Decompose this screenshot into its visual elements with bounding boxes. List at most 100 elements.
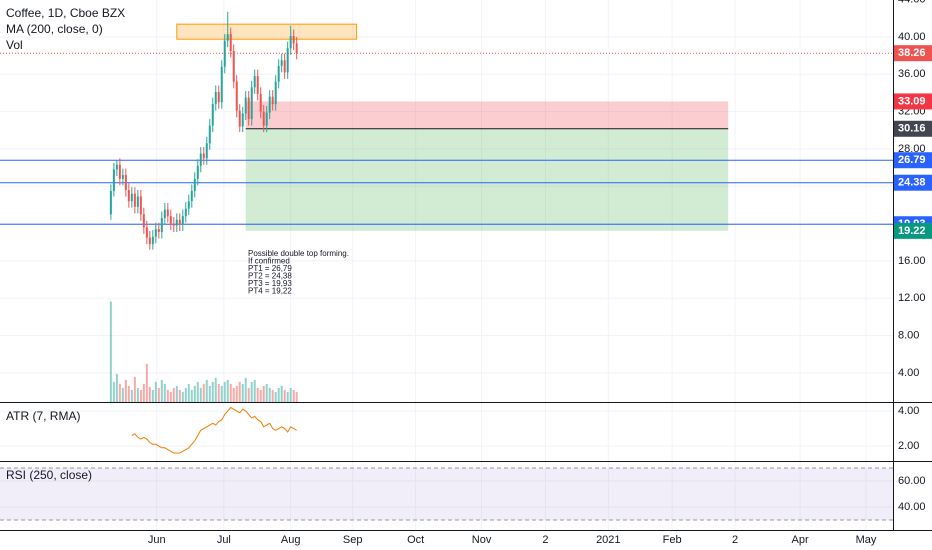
volume-bar xyxy=(175,385,178,402)
price-label: 26.79 xyxy=(898,154,926,166)
volume-bar xyxy=(295,391,298,402)
volume-bar xyxy=(136,387,139,402)
annotation: Possible double top forming. xyxy=(248,249,349,258)
volume-bar xyxy=(190,389,193,402)
chart-title: Coffee, 1D, Cboe BZX xyxy=(6,6,125,20)
candle-body xyxy=(166,209,169,217)
x-tick-label: Jul xyxy=(217,534,231,546)
candle-body xyxy=(232,50,235,82)
volume-bar xyxy=(148,386,151,402)
volume-bar xyxy=(217,383,220,402)
x-tick-label: Oct xyxy=(407,534,424,546)
volume-bar xyxy=(265,383,268,402)
y-tick-label: 40.00 xyxy=(898,31,926,43)
volume-bar xyxy=(211,381,214,402)
candle-body xyxy=(280,60,283,66)
x-tick-label: 2 xyxy=(542,534,548,546)
volume-bar xyxy=(127,385,130,402)
candle-body xyxy=(145,227,148,238)
volume-bar xyxy=(154,381,157,402)
candle-body xyxy=(130,193,133,202)
candle-body xyxy=(115,164,118,170)
volume-bar xyxy=(181,391,184,402)
volume-bar xyxy=(193,385,196,402)
y-tick-label: 60.00 xyxy=(898,475,926,487)
candle-body xyxy=(295,43,298,54)
x-tick-label: May xyxy=(856,534,877,546)
candle-body xyxy=(112,169,115,191)
volume-bar xyxy=(250,381,253,402)
candle-body xyxy=(148,237,151,245)
volume-bar xyxy=(208,385,211,402)
volume-bar xyxy=(172,387,175,402)
candle-body xyxy=(139,196,142,215)
volume-bar xyxy=(235,385,238,402)
x-tick-label: 2 xyxy=(732,534,738,546)
volume-bar xyxy=(166,389,169,402)
volume-bar xyxy=(121,387,124,402)
candle-body xyxy=(274,81,277,105)
y-tick-label: 28.00 xyxy=(898,143,926,155)
volume-bar xyxy=(226,379,229,402)
volume-bar xyxy=(139,389,142,402)
volume-bar xyxy=(133,376,136,402)
volume-bar xyxy=(253,379,256,402)
y-tick-label: 16.00 xyxy=(898,255,926,267)
volume-bar xyxy=(118,383,121,402)
volume-bar xyxy=(292,389,295,402)
volume-bar xyxy=(178,389,181,402)
candle-body xyxy=(253,76,256,88)
y-tick-label: 4.00 xyxy=(898,405,919,417)
candle-body xyxy=(136,196,139,207)
candle-body xyxy=(286,48,289,73)
x-tick-label: Aug xyxy=(281,534,301,546)
volume-bar xyxy=(241,383,244,402)
volume-bar xyxy=(238,381,241,402)
volume-bar xyxy=(145,363,148,402)
rsi-title: RSI (250, close) xyxy=(6,468,92,482)
candle-body xyxy=(172,223,175,226)
price-label: 33.09 xyxy=(898,95,926,107)
volume-bar xyxy=(286,391,289,402)
rsi-band xyxy=(0,467,893,520)
candle-body xyxy=(292,36,295,44)
volume-bar xyxy=(277,387,280,402)
candle-body xyxy=(271,96,274,105)
price-label: 38.26 xyxy=(898,47,926,59)
candle-body xyxy=(175,219,178,226)
candle-body xyxy=(187,201,190,209)
annotation: PT3 = 19,93 xyxy=(248,279,292,288)
volume-bar xyxy=(244,377,247,402)
candle-body xyxy=(199,153,202,166)
atr-title: ATR (7, RMA) xyxy=(6,409,80,423)
price-label-bg xyxy=(894,152,932,169)
volume-bar xyxy=(256,387,259,402)
candle-body xyxy=(109,190,112,215)
candle-body xyxy=(226,34,229,41)
annotation: PT1 = 26,79 xyxy=(248,264,292,273)
candle-body xyxy=(160,217,163,232)
volume-bar xyxy=(112,381,115,402)
volume-bar xyxy=(289,387,292,402)
x-tick-label: Sep xyxy=(343,534,363,546)
candle-body xyxy=(289,36,292,49)
price-label-bg xyxy=(894,45,932,62)
volume-bar xyxy=(184,387,187,402)
x-tick-label: Jun xyxy=(148,534,166,546)
candle-body xyxy=(169,216,172,224)
volume-bar xyxy=(214,377,217,402)
atr-line xyxy=(131,406,297,454)
candle-body xyxy=(154,229,157,237)
candle-body xyxy=(220,66,223,103)
candle-body xyxy=(151,236,154,245)
y-tick-label: 44.00 xyxy=(898,0,926,6)
target-zone xyxy=(245,128,729,231)
volume-bar xyxy=(283,389,286,402)
volume-bar xyxy=(274,391,277,402)
candle-body xyxy=(235,81,238,111)
price-label: 19.22 xyxy=(898,225,926,237)
volume-bar xyxy=(271,389,274,402)
candle-body xyxy=(238,110,241,127)
candle-body xyxy=(157,229,160,232)
volume-bar xyxy=(157,387,160,402)
